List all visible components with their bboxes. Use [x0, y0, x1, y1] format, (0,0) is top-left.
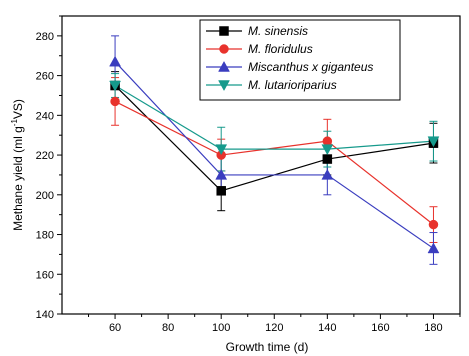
y-tick-label: 160 [36, 269, 54, 281]
data-markers [109, 55, 440, 254]
x-axis-title: Growth time (d) [226, 340, 309, 354]
legend: M. sinensis M. floridulus Miscanthus x gig… [199, 19, 401, 101]
y-axis: 140 160 180 200 220 240 260 280 [36, 15, 62, 321]
x-tick-label: 100 [212, 322, 230, 334]
data-point [215, 168, 228, 180]
legend-marker [218, 80, 230, 92]
x-tick-label: 80 [162, 322, 174, 334]
x-tick-label: 120 [265, 322, 283, 334]
y-tick-label: 220 [36, 150, 54, 162]
data-point [109, 55, 121, 67]
y-axis-title-main: Methane yield (ml g [11, 126, 25, 231]
x-tick-label: 160 [371, 322, 389, 334]
y-axis-title-sup: -1 [10, 119, 19, 127]
y-tick-label: 280 [36, 31, 54, 43]
y-axis-title: Methane yield (ml g-1VS) [10, 99, 25, 231]
data-point [110, 96, 120, 107]
data-point [321, 144, 334, 156]
y-tick-label: 200 [36, 190, 54, 202]
y-tick-label: 240 [36, 110, 54, 122]
data-point [322, 154, 333, 164]
y-axis-title-suffix: VS) [11, 99, 25, 119]
legend-marker [218, 60, 230, 72]
data-point [322, 136, 333, 146]
plot-frame [61, 15, 461, 315]
series-line [114, 100, 434, 226]
legend-box [199, 19, 401, 101]
x-axis: 60 80 100 120 140 160 180 [88, 314, 461, 334]
data-point [215, 144, 228, 156]
x-tick-label: 180 [424, 322, 442, 334]
x-tick-label: 140 [318, 322, 336, 334]
series-line [114, 61, 434, 249]
data-point [427, 242, 440, 254]
data-point [321, 168, 334, 180]
y-tick-label: 260 [36, 71, 54, 83]
y-tick-label: 140 [36, 309, 54, 321]
series-line [114, 85, 434, 150]
legend-marker [219, 26, 229, 36]
x-tick-label: 60 [109, 322, 121, 334]
legend-entries: M. sinensis M. floridulus Miscanthus x gig… [206, 24, 373, 92]
legend-marker [219, 44, 229, 54]
legend-label: Miscanthus x giganteus [248, 60, 373, 74]
data-point [427, 136, 440, 148]
data-point [109, 80, 121, 92]
data-point [428, 219, 439, 230]
y-tick-label: 180 [36, 230, 54, 242]
data-point [216, 186, 226, 196]
legend-label: M. sinensis [248, 24, 308, 38]
legend-label: M. lutarioriparius [248, 78, 337, 92]
series-lines [114, 61, 434, 249]
legend-label: M. floridulus [248, 42, 313, 56]
